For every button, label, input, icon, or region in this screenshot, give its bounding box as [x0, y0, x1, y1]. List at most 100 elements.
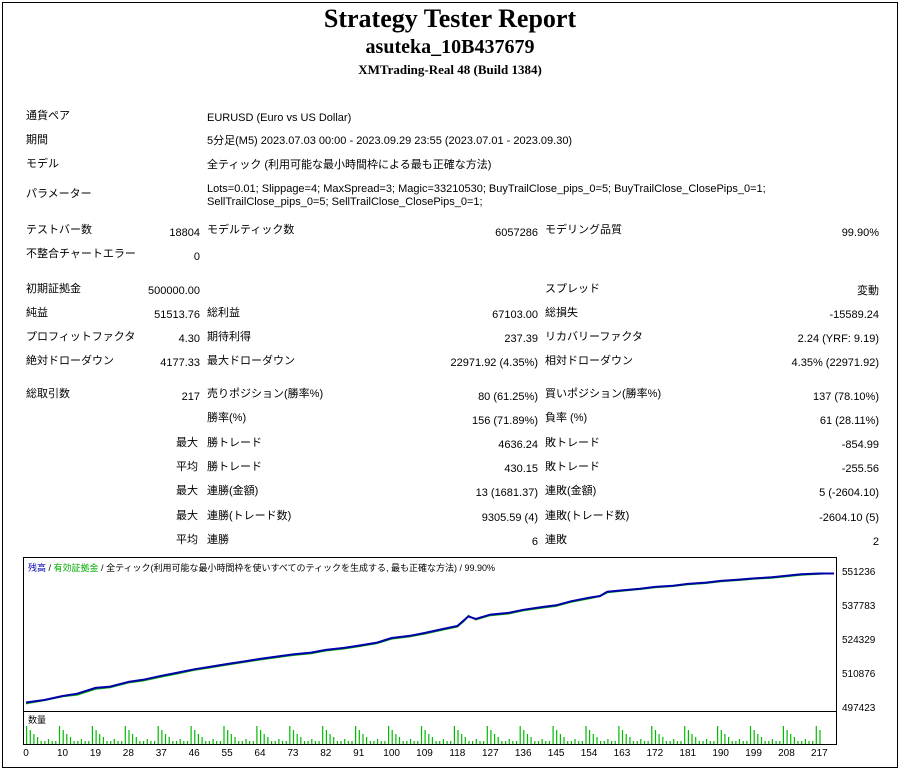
gross-profit-label: 総利益	[207, 307, 240, 319]
legend-balance: 残高	[28, 563, 47, 573]
deposit-value: 500000.00	[148, 285, 200, 297]
volume-bar	[680, 741, 682, 744]
volume-bar	[194, 730, 196, 744]
volume-bar	[37, 737, 39, 744]
volume-bar	[819, 730, 821, 744]
volume-bar	[285, 741, 287, 744]
volume-bar	[278, 739, 280, 744]
volume-bar	[110, 741, 112, 744]
volume-bar	[351, 741, 353, 744]
x-tick-label: 190	[712, 748, 729, 759]
largest-loss-value: -854.99	[841, 439, 879, 451]
volume-bar	[318, 741, 320, 744]
volume-bar	[47, 739, 50, 744]
volume-bar	[132, 734, 134, 744]
volume-bar	[647, 741, 649, 744]
model-label: モデル	[26, 158, 59, 170]
x-tick-label: 109	[416, 748, 433, 759]
volume-bar	[812, 741, 814, 744]
volume-bar	[768, 741, 770, 744]
volume-bar	[600, 741, 602, 744]
volume-bar	[450, 741, 452, 744]
volume-bar	[728, 737, 730, 744]
x-tick-label: 217	[811, 748, 828, 759]
volume-bar	[592, 734, 594, 744]
volume-bar	[706, 739, 708, 744]
volume-bar	[779, 741, 781, 744]
x-tick-label: 100	[383, 748, 400, 759]
average-loss-value: -255.56	[841, 463, 879, 475]
volume-bar	[512, 741, 514, 744]
win-rate-value: 156 (71.89%)	[471, 415, 538, 427]
x-tick-label: 154	[580, 748, 598, 759]
volume-bar	[640, 739, 642, 744]
volume-bar	[62, 730, 64, 744]
volume-bar	[377, 739, 379, 744]
volume-bar	[578, 741, 580, 744]
volume-bar	[420, 726, 423, 744]
volume-bar	[537, 741, 540, 744]
y-tick-label: 524329	[842, 635, 876, 647]
average-consecutive-losses-value: 2	[872, 536, 879, 548]
average-consecutive-wins-value: 6	[531, 536, 538, 548]
volume-bar	[439, 741, 441, 744]
recovery-factor-label: リカバリーファクタ	[545, 331, 643, 343]
consecutive-wins-count-value: 9305.59 (4)	[481, 512, 538, 524]
volume-bar	[369, 741, 371, 744]
volume-bar	[311, 739, 313, 744]
relative-drawdown-label: 相対ドローダウン	[545, 355, 633, 367]
volume-bar	[40, 741, 42, 744]
quality-label: モデリング品質	[545, 224, 622, 236]
volume-bar	[636, 741, 638, 744]
volume-bar	[102, 737, 104, 744]
volume-bar	[212, 739, 214, 744]
volume-bar	[55, 741, 57, 744]
volume-bar	[336, 741, 338, 744]
volume-bar	[252, 741, 254, 744]
total-trades-value: 217	[181, 391, 200, 403]
average-win-value: 430.15	[504, 463, 538, 475]
mismatch-value: 0	[193, 251, 200, 263]
volume-bar	[453, 726, 455, 744]
volume-bar	[472, 741, 474, 744]
volume-bar	[526, 734, 529, 744]
balance-chart	[23, 557, 837, 712]
x-tick-label: 19	[89, 748, 102, 759]
x-tick-label: 55	[221, 748, 233, 759]
volume-bar	[567, 741, 569, 744]
volume-bar	[483, 741, 485, 744]
volume-bar	[135, 737, 137, 744]
volume-bar	[150, 741, 152, 744]
volume-bar	[84, 741, 86, 744]
volume-bar	[585, 726, 587, 744]
relative-drawdown-value: 4.35% (22971.92)	[791, 357, 879, 369]
volume-bar	[190, 726, 192, 744]
volume-bar	[760, 737, 763, 744]
spread-label: スプレッド	[545, 283, 600, 295]
absolute-drawdown-value: 4177.33	[160, 357, 200, 369]
volume-bar	[479, 741, 481, 744]
consecutive-losses-amount-label: 連敗(金額)	[545, 485, 597, 497]
account-name: asuteka_10B437679	[365, 36, 535, 58]
volume-bar	[183, 741, 185, 744]
volume-bar	[548, 741, 550, 744]
volume-bar	[431, 737, 433, 744]
volume-bar	[168, 737, 170, 744]
volume-bar	[146, 739, 148, 744]
x-tick-label: 145	[547, 748, 565, 759]
volume-bar	[263, 734, 265, 744]
volume-bar	[139, 741, 141, 744]
volume-bar	[530, 737, 532, 744]
volume-bar	[95, 730, 97, 744]
volume-bar	[490, 730, 492, 744]
x-tick-label: 91	[353, 748, 365, 759]
params-label: パラメーター	[26, 188, 92, 200]
recovery-factor-value: 2.24 (YRF: 9.19)	[797, 333, 879, 345]
volume-bar	[271, 741, 273, 744]
x-tick-label: 37	[155, 748, 167, 759]
volume-bar	[296, 734, 298, 744]
net-profit-label: 純益	[26, 307, 48, 319]
volume-bar	[234, 737, 236, 744]
model-value: 全ティック (利用可能な最小時間枠による最も正確な方法)	[207, 159, 492, 171]
